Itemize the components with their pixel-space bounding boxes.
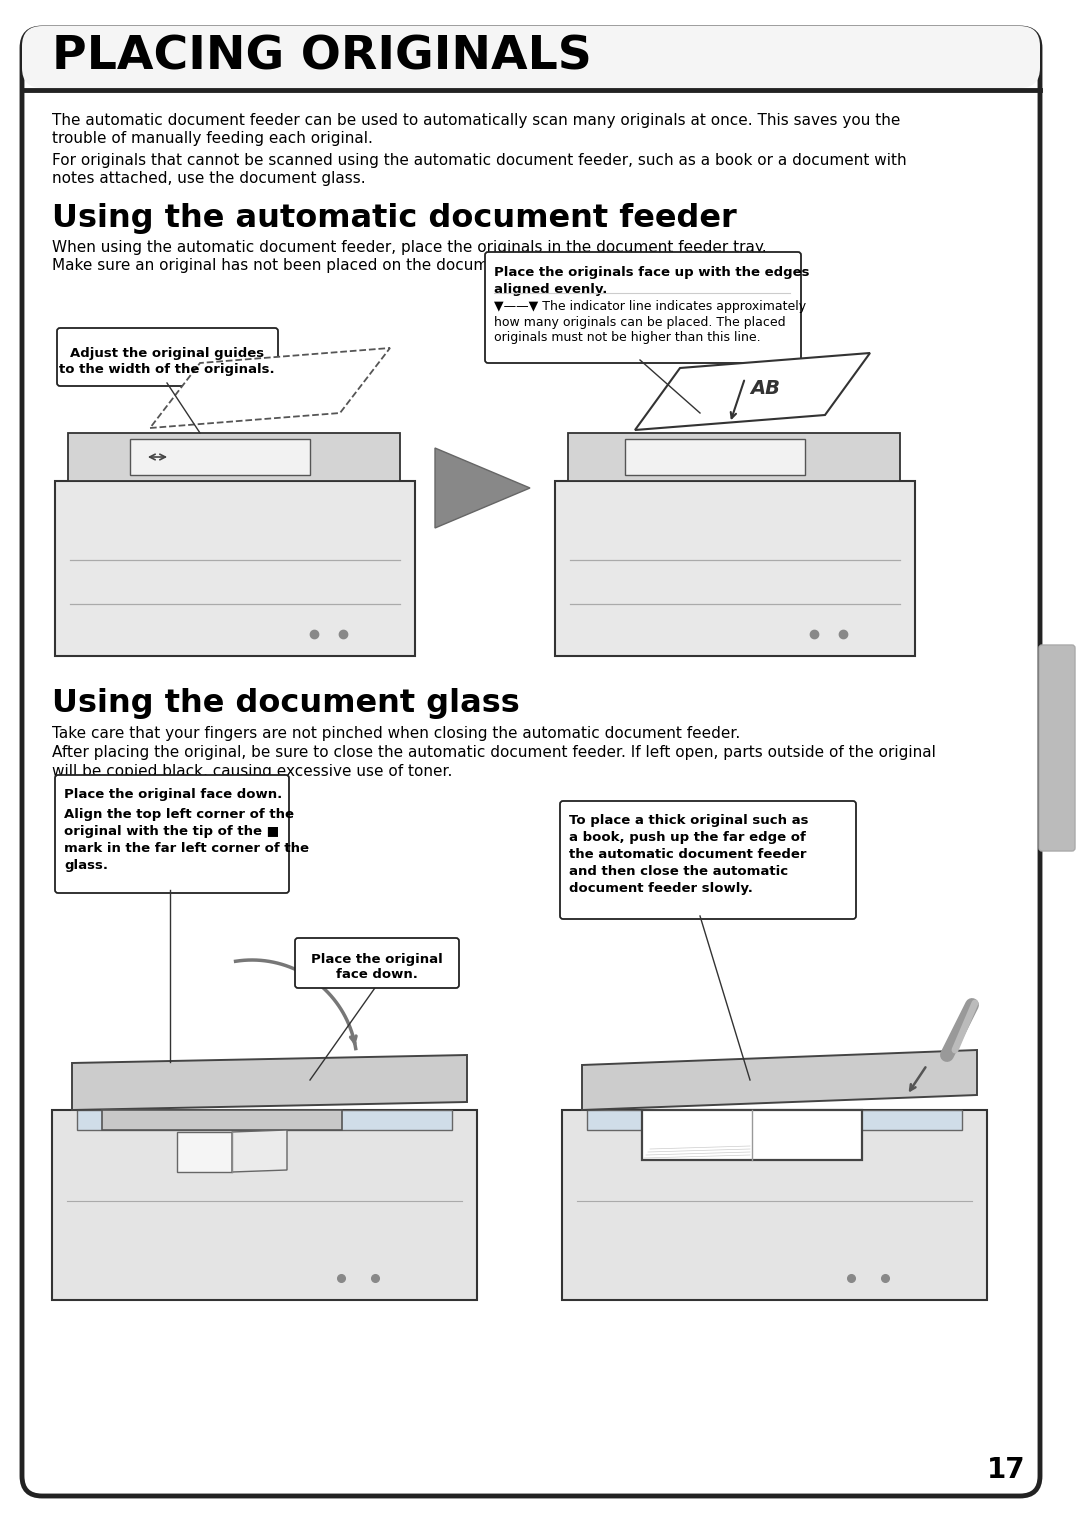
Polygon shape xyxy=(102,1109,342,1131)
FancyBboxPatch shape xyxy=(295,938,459,989)
Polygon shape xyxy=(232,1131,287,1172)
Polygon shape xyxy=(72,1054,467,1109)
Polygon shape xyxy=(588,1109,962,1131)
Text: The automatic document feeder can be used to automatically scan many originals a: The automatic document feeder can be use… xyxy=(52,113,901,128)
FancyBboxPatch shape xyxy=(485,252,801,364)
Text: Take care that your fingers are not pinched when closing the automatic document : Take care that your fingers are not pinc… xyxy=(52,726,740,741)
Text: will be copied black, causing excessive use of toner.: will be copied black, causing excessive … xyxy=(52,764,453,779)
FancyBboxPatch shape xyxy=(57,329,278,387)
FancyBboxPatch shape xyxy=(55,775,289,892)
Polygon shape xyxy=(568,432,900,481)
FancyBboxPatch shape xyxy=(22,28,1040,1496)
Text: Using the automatic document feeder: Using the automatic document feeder xyxy=(52,203,737,234)
Text: For originals that cannot be scanned using the automatic document feeder, such a: For originals that cannot be scanned usi… xyxy=(52,153,906,168)
FancyBboxPatch shape xyxy=(561,801,856,918)
Polygon shape xyxy=(625,439,805,475)
Text: AB: AB xyxy=(750,379,780,397)
Polygon shape xyxy=(642,1109,862,1160)
Text: Place the original face down.: Place the original face down. xyxy=(64,788,282,801)
Text: original with the tip of the ■: original with the tip of the ■ xyxy=(64,825,279,837)
Text: Align the top left corner of the: Align the top left corner of the xyxy=(64,808,294,821)
FancyBboxPatch shape xyxy=(22,26,1040,89)
Text: notes attached, use the document glass.: notes attached, use the document glass. xyxy=(52,171,366,186)
Text: Adjust the original guides: Adjust the original guides xyxy=(70,347,265,359)
Polygon shape xyxy=(55,481,415,656)
Text: Using the document glass: Using the document glass xyxy=(52,688,519,720)
Polygon shape xyxy=(77,1109,453,1131)
Polygon shape xyxy=(555,481,915,656)
Text: originals must not be higher than this line.: originals must not be higher than this l… xyxy=(494,332,760,344)
Text: Place the originals face up with the edges: Place the originals face up with the edg… xyxy=(494,266,810,280)
FancyBboxPatch shape xyxy=(1039,645,1075,851)
Text: trouble of manually feeding each original.: trouble of manually feeding each origina… xyxy=(52,131,373,147)
Text: PLACING ORIGINALS: PLACING ORIGINALS xyxy=(52,35,592,79)
Text: the automatic document feeder: the automatic document feeder xyxy=(569,848,807,860)
Text: aligned evenly.: aligned evenly. xyxy=(494,283,607,296)
Polygon shape xyxy=(435,448,530,529)
Text: a book, push up the far edge of: a book, push up the far edge of xyxy=(569,831,806,843)
Text: to the width of the originals.: to the width of the originals. xyxy=(59,364,274,376)
Polygon shape xyxy=(130,439,310,475)
Text: how many originals can be placed. The placed: how many originals can be placed. The pl… xyxy=(494,316,785,329)
Text: 17: 17 xyxy=(986,1456,1025,1484)
Polygon shape xyxy=(562,1109,987,1300)
Text: document feeder slowly.: document feeder slowly. xyxy=(569,882,753,895)
Polygon shape xyxy=(68,432,400,481)
Text: Make sure an original has not been placed on the document glass.: Make sure an original has not been place… xyxy=(52,258,563,274)
Polygon shape xyxy=(150,348,390,428)
Text: To place a thick original such as: To place a thick original such as xyxy=(569,814,809,827)
Polygon shape xyxy=(177,1132,232,1172)
Text: and then close the automatic: and then close the automatic xyxy=(569,865,788,879)
Polygon shape xyxy=(582,1050,977,1109)
Text: face down.: face down. xyxy=(336,969,418,981)
Text: When using the automatic document feeder, place the originals in the document fe: When using the automatic document feeder… xyxy=(52,240,767,255)
Text: ▼——▼ The indicator line indicates approximately: ▼——▼ The indicator line indicates approx… xyxy=(494,299,806,313)
Text: mark in the far left corner of the: mark in the far left corner of the xyxy=(64,842,309,856)
Text: glass.: glass. xyxy=(64,859,108,872)
Polygon shape xyxy=(52,1109,477,1300)
Polygon shape xyxy=(635,353,870,429)
Text: After placing the original, be sure to close the automatic document feeder. If l: After placing the original, be sure to c… xyxy=(52,746,936,759)
Text: Place the original: Place the original xyxy=(311,953,443,967)
